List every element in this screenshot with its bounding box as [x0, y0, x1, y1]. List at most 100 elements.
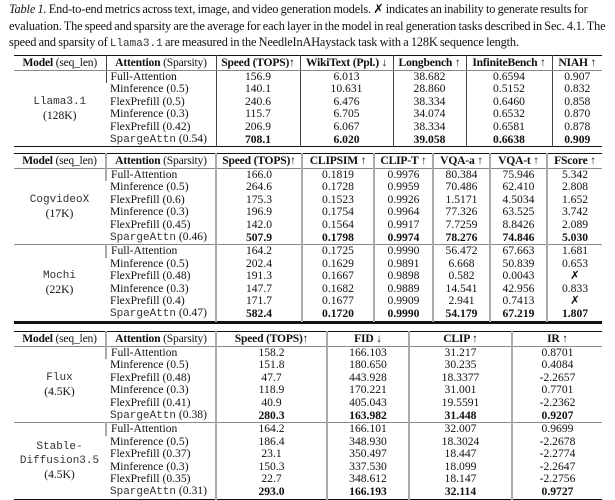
attention-method: SpargeAttn [110, 134, 177, 147]
metric-cell: 6.476 [299, 95, 393, 109]
attention-cell: FlexPrefill (0.45) [106, 219, 216, 231]
metric-cell: 18.447 [408, 448, 512, 461]
column-header-title: FID ↓ [354, 331, 382, 345]
metric-cell: 14.541 [432, 282, 490, 296]
metric-cell: 0.0043 [489, 270, 547, 283]
attention-cell: Full-Attention [105, 422, 216, 436]
metric-cell: 31.217 [408, 346, 512, 360]
table-row: FlexPrefill (0.6) 175.3 0.1523 0.9926 1.5171… [14, 193, 602, 207]
table-divider [14, 322, 602, 324]
metric-cell: 0.9926 [373, 193, 433, 207]
metric-cell: 18.3024 [408, 435, 512, 449]
metric-cell: 0.1754 [301, 206, 374, 219]
sparsity: (0.37) [162, 448, 191, 461]
metric-cell: -2.2774 [511, 448, 602, 461]
column-header-title: WikiText (Ppl.) ↓ [305, 55, 388, 69]
metric-cell: 4.5034 [489, 193, 547, 207]
model-name: Flux [46, 371, 73, 384]
attention-cell: Full-Attention [105, 70, 216, 84]
column-header-title: IR ↑ [547, 331, 568, 345]
metric-cell: 38.682 [392, 70, 466, 84]
metric-cell: 80.384 [432, 168, 490, 182]
attention-method: FlexPrefill [110, 120, 160, 133]
metric-cell: 30.235 [408, 359, 512, 372]
metric-cell: 1.807 [546, 307, 602, 322]
seq-len: (4.5K) [44, 384, 75, 398]
metric-cell: 77.326 [432, 206, 490, 219]
attention-cell: FlexPrefill (0.42) [106, 121, 216, 133]
column-header-title: Speed (TOPS)↑ [221, 55, 295, 69]
metric-cell: 0.1720 [301, 307, 374, 322]
table-row: SpargeAttn (0.47) 582.4 0.1720 0.9990 54.179… [14, 307, 602, 322]
metric-cell: 67.219 [489, 307, 547, 322]
column-header-suffix: (seq_len) [52, 153, 97, 167]
attention-cell: FlexPrefill (0.48) [106, 372, 216, 384]
metric-cell: 163.982 [326, 409, 409, 423]
table-caption: Table 1. End-to-end metrics across text,… [9, 1, 611, 53]
metric-cell: -2.2678 [511, 435, 602, 449]
attention-method: Full-Attention [111, 346, 178, 359]
metric-cell: 0.1728 [301, 181, 374, 194]
model-cell: Stable- Diffusion3.5 (4.5K) [14, 422, 106, 500]
attention-method: FlexPrefill [110, 270, 160, 283]
metric-cell: 0.9976 [373, 168, 433, 182]
attention-method: SpargeAttn [110, 232, 177, 245]
metric-cell: 0.1667 [301, 270, 374, 283]
attention-method: Minference [110, 435, 164, 448]
table-row: FlexPrefill (0.48) 47.7 443.928 18.3377 -2.2… [14, 371, 602, 385]
metric-cell: 348.612 [326, 473, 409, 486]
metric-cell: 75.946 [489, 168, 547, 182]
metric-cell: 67.663 [489, 244, 547, 258]
column-header: Attention (Sparsity) [105, 331, 216, 347]
metric-cell: 0.9727 [511, 485, 602, 500]
column-header-title: Model [22, 153, 53, 167]
sparsity: (0.3) [166, 108, 189, 121]
metric-cell: 151.8 [215, 359, 327, 372]
table-row: SpargeAttn (0.46) 507.9 0.1798 0.9974 78.276… [14, 231, 602, 245]
metric-cell: 54.179 [432, 307, 490, 322]
attention-method: Minference [110, 181, 164, 194]
column-header: NIAH ↑ [551, 55, 602, 71]
attention-method: Full-Attention [111, 168, 178, 181]
table-row: Minference (0.3) 118.9 170.221 31.001 0.7701 [14, 384, 602, 397]
llm-metrics-table: Model (seq_len) Attention (Sparsity) Speed… [14, 55, 602, 148]
attention-method: Minference [110, 257, 164, 270]
attention-method: FlexPrefill [110, 193, 160, 206]
sparsity: (0.45) [162, 218, 191, 231]
attention-cell: FlexPrefill (0.37) [106, 448, 216, 460]
metric-cell: 0.6581 [465, 120, 552, 134]
metric-cell: 186.4 [215, 435, 327, 449]
column-header: CLIP-T ↑ [373, 153, 433, 169]
attention-cell: SpargeAttn (0.47) [106, 307, 216, 321]
metric-cell: 0.832 [551, 83, 602, 96]
metric-cell: ✗ [546, 270, 602, 283]
attention-method: FlexPrefill [110, 95, 160, 108]
metric-cell: 0.9909 [373, 295, 433, 308]
metric-cell: 2.941 [432, 295, 490, 308]
table-row: SpargeAttn (0.38) 280.3 163.982 31.448 0.920… [14, 409, 602, 423]
sparsity: (0.5) [166, 435, 189, 448]
metric-cell: 708.1 [215, 133, 300, 147]
metric-cell: 206.9 [215, 120, 300, 134]
column-header-title: VQA-t ↑ [498, 153, 539, 167]
metric-cell: 31.448 [408, 409, 512, 423]
metric-cell: 38.334 [392, 120, 466, 134]
sparsity: (0.3) [166, 282, 189, 295]
table-row: FlexPrefill (0.5) 240.6 6.476 38.334 0.6460 0… [14, 95, 602, 109]
attention-method: Minference [110, 108, 164, 121]
metric-cell: 0.9207 [511, 409, 602, 423]
attention-cell: SpargeAttn (0.31) [106, 485, 216, 499]
column-header: Longbench ↑ [392, 55, 466, 71]
caption-text-1: End-to-end metrics across text, image, a… [46, 2, 374, 16]
attention-method: Full-Attention [111, 244, 178, 258]
column-header: Attention (Sparsity) [105, 55, 216, 71]
metric-cell: 171.7 [215, 295, 302, 308]
attention-method: Minference [110, 206, 164, 219]
column-header: VQA-a ↑ [432, 153, 490, 169]
attention-cell: Minference (0.5) [106, 83, 216, 95]
metric-cell: -2.2362 [511, 396, 602, 410]
metric-cell: 443.928 [326, 371, 409, 385]
attention-method: FlexPrefill [110, 396, 160, 409]
metric-cell: 582.4 [215, 307, 302, 322]
metric-cell: 0.9959 [373, 181, 433, 194]
